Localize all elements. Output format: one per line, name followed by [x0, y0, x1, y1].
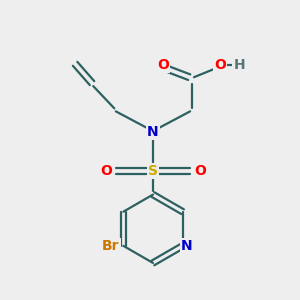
Text: N: N [181, 239, 193, 253]
Text: O: O [214, 58, 226, 72]
Text: H: H [233, 58, 245, 72]
Text: S: S [148, 164, 158, 178]
Text: Br: Br [102, 239, 120, 253]
Text: O: O [194, 164, 206, 178]
Text: O: O [100, 164, 112, 178]
Text: O: O [158, 58, 169, 72]
Text: N: N [147, 125, 159, 139]
